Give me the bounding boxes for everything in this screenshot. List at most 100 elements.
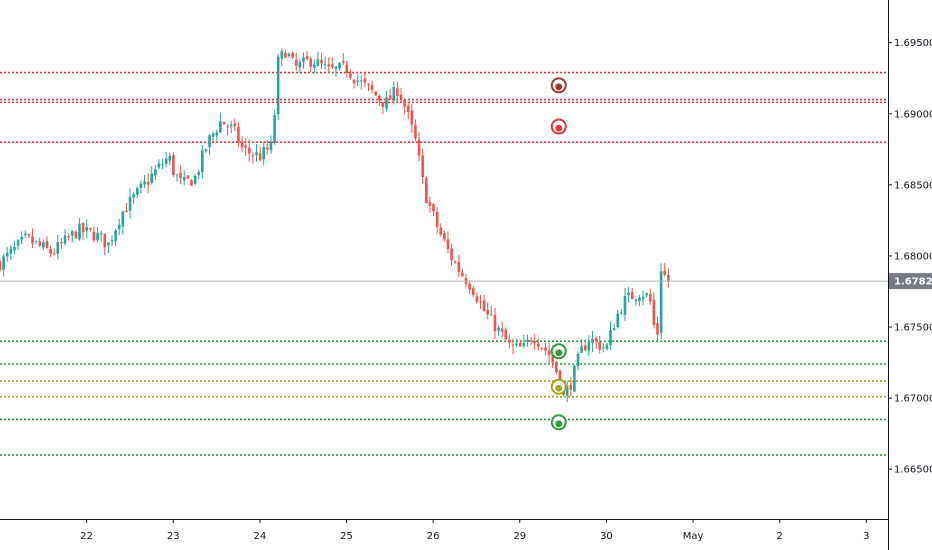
candle-body (497, 327, 500, 332)
candle-body (583, 345, 587, 351)
price-tick-label: 1.67000 (894, 394, 932, 405)
candle-body (110, 240, 114, 242)
candle-body (602, 347, 605, 349)
time-tick-label: 24 (254, 531, 267, 542)
candle-body (99, 233, 103, 235)
candle-body (399, 94, 403, 100)
candle-body (533, 341, 536, 343)
candle-body (201, 150, 204, 172)
candle-body (38, 241, 42, 246)
candle-body (182, 177, 186, 181)
candle-body (114, 230, 117, 242)
candle-body (544, 347, 547, 351)
candle-body (536, 343, 540, 347)
candle-body (504, 329, 508, 340)
candle-body (645, 293, 648, 296)
candle-body (580, 345, 583, 353)
candle-body (175, 174, 179, 176)
candle-body (667, 275, 670, 282)
candle-body (146, 182, 150, 185)
candle-body (193, 175, 197, 184)
candle-body (594, 337, 598, 342)
candle-body (287, 53, 291, 56)
candle-body (359, 80, 363, 82)
candle-body (663, 270, 667, 275)
candle-body (74, 231, 78, 239)
candle-body (587, 341, 591, 351)
candle-body (0, 261, 2, 271)
candle-body (139, 183, 143, 188)
candle-body (27, 234, 31, 236)
candle-body (482, 300, 486, 311)
candle-body (529, 340, 533, 342)
candle-body (143, 181, 146, 185)
candle-body (641, 296, 645, 299)
candle-body (204, 149, 208, 151)
candle-body (266, 147, 269, 150)
candle-body (31, 236, 34, 244)
price-tick-label: 1.67500 (894, 323, 932, 334)
candle-body (215, 132, 219, 136)
time-tick-label: May (683, 531, 704, 542)
candle-body (367, 83, 370, 85)
candle-body (125, 210, 128, 213)
price-tick-label: 1.69000 (894, 109, 932, 120)
candle-body (135, 188, 139, 195)
time-tick-label: 3 (863, 531, 869, 542)
candle-body (284, 52, 287, 58)
candle-body (417, 139, 421, 156)
candle-body (208, 135, 211, 148)
candle-body (211, 133, 215, 137)
candle-body (396, 88, 399, 97)
candle-body (551, 353, 555, 363)
candle-body (435, 211, 439, 228)
time-tick-label: 22 (80, 531, 93, 542)
candle-body (659, 271, 663, 333)
candle-body (334, 66, 338, 69)
circle-marker-dot (555, 83, 563, 91)
candle-body (161, 164, 164, 166)
candle-body (34, 241, 38, 243)
candle-body (446, 239, 450, 249)
candle-body (453, 261, 457, 263)
time-tick-label: 30 (600, 531, 613, 542)
candle-body (555, 361, 558, 373)
candle-body (255, 152, 258, 156)
candle-body (479, 301, 482, 303)
time-tick-label: 2 (777, 531, 783, 542)
circle-marker-dot (555, 420, 563, 428)
candle-body (20, 236, 23, 240)
candle-body (573, 366, 576, 392)
circle-marker-dot (555, 124, 563, 132)
candle-body (457, 262, 461, 272)
candlestick-series (0, 48, 670, 403)
candle-body (128, 197, 132, 211)
candle-body (331, 64, 334, 68)
candle-body (612, 328, 616, 331)
candle-body (63, 235, 67, 244)
candle-body (305, 56, 309, 60)
candle-body (168, 155, 172, 161)
candle-body (78, 223, 81, 240)
price-axis[interactable]: 1.66500 1.67000 1.67500 1.68000 1.68500 1.690… (888, 38, 932, 476)
candle-body (70, 231, 74, 236)
candle-body (439, 227, 443, 235)
candle-body (403, 99, 406, 107)
candle-body (316, 59, 320, 66)
candle-body (291, 52, 294, 58)
candle-body (132, 194, 135, 198)
candle-body (388, 95, 392, 100)
candle-body (49, 248, 52, 254)
time-tick-label: 29 (513, 531, 526, 542)
candle-body (648, 293, 652, 302)
candle-body (609, 330, 612, 346)
candle-body (244, 145, 247, 148)
candle-body (222, 121, 226, 125)
time-axis[interactable]: 22 23 24 25 26 29 30 May 2 3 (80, 519, 870, 542)
last-price-badge: 1.67823 (889, 273, 932, 290)
candle-body (269, 141, 273, 151)
candle-body (526, 339, 529, 342)
candle-body (461, 272, 464, 277)
circle-marker-dot (555, 349, 563, 357)
